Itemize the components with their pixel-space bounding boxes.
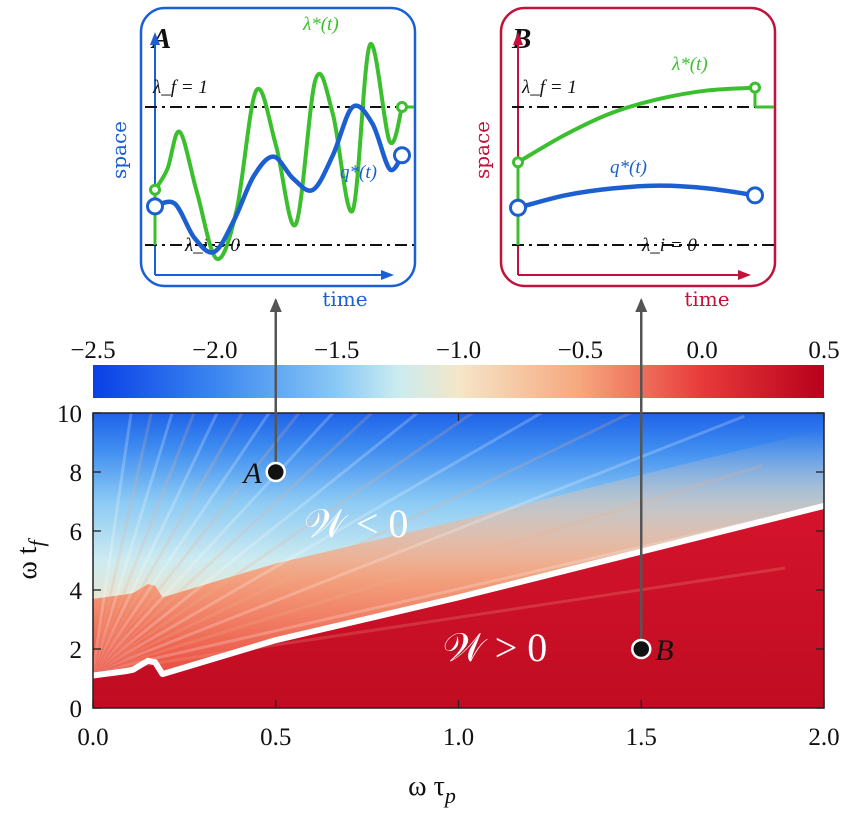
series-label: q*(t)	[610, 157, 647, 178]
y-axis-label: ω tf	[12, 537, 49, 579]
heatmap-streak	[93, 464, 763, 675]
inset-a-xlabel: time	[322, 287, 367, 311]
series-endpoint-start	[509, 198, 527, 217]
heatmap-streak	[93, 413, 244, 674]
x-tick-label: 1.5	[626, 724, 657, 751]
colorbar-tick-label: 0.0	[687, 337, 718, 364]
region-label: 𝒲 > 0	[443, 625, 547, 670]
series-endpoint-end	[746, 186, 764, 205]
inset-a-y-arrow	[150, 32, 160, 45]
x-tick-label: 0.5	[260, 724, 291, 751]
series-endpoint-start	[146, 197, 164, 216]
point-label: A	[241, 457, 262, 490]
connector-arrow-icon	[635, 298, 648, 312]
heatmap-streak	[93, 413, 420, 674]
heatmap-streak	[93, 413, 301, 674]
x-tick-label: 1.0	[443, 724, 474, 751]
inset-b-y-arrow	[513, 32, 523, 45]
heatmap-streak	[93, 413, 271, 674]
q-series-line	[515, 183, 758, 210]
inset-b-x-arrow	[738, 270, 751, 280]
lambda-series-line	[516, 85, 757, 165]
heatmap-streak	[93, 414, 745, 674]
q-series-line	[152, 103, 405, 255]
x-tick-label: 2.0	[808, 724, 839, 751]
series-endpoint-end	[749, 81, 761, 94]
inset-b-xlabel: time	[684, 287, 729, 311]
y-tick-label: 10	[57, 401, 82, 428]
reference-level-label: λ_i = 0	[641, 235, 697, 256]
series-endpoint-end	[393, 146, 411, 165]
region-label: 𝒲 < 0	[304, 501, 408, 546]
colorbar-tick-label: −1.0	[436, 337, 481, 364]
inset-a-x-arrow	[381, 270, 394, 280]
colorbar-tick-label: 0.5	[808, 337, 839, 364]
series-label: q*(t)	[340, 162, 377, 183]
reference-level-label: λ_f = 1	[521, 77, 577, 98]
reference-level-label: λ_f = 1	[152, 77, 208, 98]
point-marker	[265, 461, 286, 483]
series-endpoint-start	[149, 183, 161, 196]
inset-a: A time space λ_f = 1λ_i = 0λ*(t)q*(t)	[107, 6, 417, 311]
inset-b-frame	[499, 6, 777, 288]
series-endpoint-end	[396, 101, 408, 113]
heatmap-streak	[93, 413, 335, 674]
series-label: λ*(t)	[302, 14, 339, 35]
inset-b: B time space λ_f = 1 λ_i = 0 λ*(t) q*(t)	[470, 6, 777, 311]
point-label: B	[655, 634, 673, 667]
colorbar-gradient	[93, 365, 824, 398]
lambda-series-line	[153, 42, 404, 261]
y-tick-label: 4	[70, 578, 83, 605]
heatmap-streak	[93, 413, 634, 674]
inset-b-title: B	[511, 23, 531, 55]
heatmap-streak	[93, 566, 786, 675]
connector-arrow-icon	[269, 298, 282, 312]
series-endpoint-start	[512, 156, 524, 169]
heatmap-streak	[93, 413, 174, 674]
heatmap-streak	[93, 514, 776, 675]
colorbar-tick-label: −2.5	[70, 337, 115, 364]
point-marker	[631, 638, 652, 660]
heatmap-streak	[93, 413, 133, 673]
x-axis-label: ω τp	[408, 771, 456, 808]
inset-a-ylabel: space	[107, 121, 131, 179]
colorbar-tick-label: −2.0	[192, 337, 237, 364]
heatmap-streak	[93, 413, 153, 673]
heatmap-streak	[93, 413, 545, 674]
heatmap-streak	[93, 413, 196, 674]
y-tick-label: 8	[70, 460, 83, 487]
colorbar: −2.5 −2.0 −1.5 −1.0 −0.5 0.0 0.5	[70, 337, 840, 398]
colorbar-tick-label: −1.5	[314, 337, 359, 364]
heatmap-streak	[93, 413, 374, 674]
heatmap-panel: 0.0 0.5 1.0 1.5 2.0 0 2 4 6 8 10 𝒲 < 0 𝒲 > 0 A B ω …	[12, 298, 840, 808]
heatmap-streak	[93, 413, 219, 674]
colorbar-tick-label: −0.5	[558, 337, 603, 364]
boundary-curve	[93, 502, 824, 679]
inset-b-ylabel: space	[470, 121, 494, 179]
heatmap-streak	[93, 413, 476, 674]
x-tick-label: 0.0	[77, 724, 108, 751]
heatmap-streaks	[93, 413, 786, 675]
y-tick-label: 0	[70, 696, 83, 723]
series-label: λ*(t)	[671, 54, 708, 75]
y-tick-label: 2	[70, 637, 83, 664]
y-tick-label: 6	[70, 519, 83, 546]
